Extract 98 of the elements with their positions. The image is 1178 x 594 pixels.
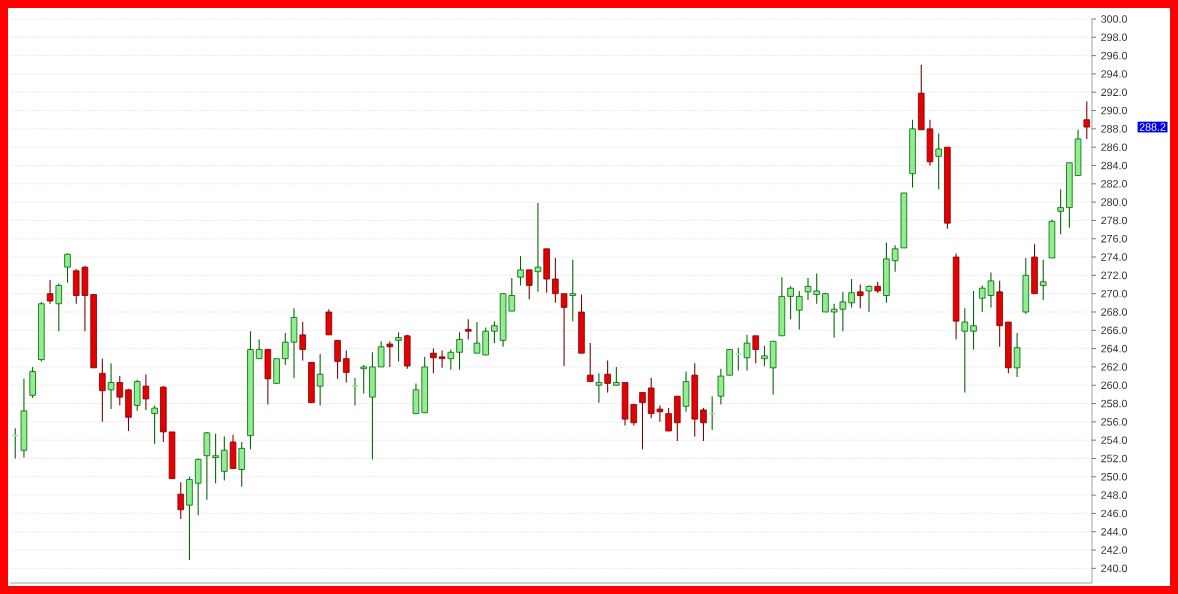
y-tick-label: 250.0 [1101, 473, 1127, 481]
candlestick [639, 392, 646, 450]
y-tick-label: 272.0 [1101, 271, 1127, 280]
y-tick-label: 276.0 [1101, 234, 1127, 243]
candlestick [552, 257, 559, 304]
candlestick [299, 321, 306, 362]
candlestick [734, 347, 742, 372]
y-tick-label: 288.0 [1101, 125, 1127, 133]
y-tick-label: 282.0 [1101, 180, 1127, 188]
y-tick-label: 270.0 [1101, 289, 1127, 298]
candlestick [351, 377, 359, 406]
candlestick [203, 431, 211, 501]
candlestick [700, 407, 707, 442]
candlestick [482, 327, 489, 356]
y-tick-label: 278.0 [1101, 216, 1127, 225]
y-tick-label: 244.0 [1101, 527, 1127, 536]
candlestick [395, 331, 402, 362]
candlestick [665, 407, 672, 432]
candlestick [613, 366, 620, 386]
candlestick [46, 279, 54, 305]
candlestick [569, 259, 577, 322]
y-tick-label: 242.0 [1101, 546, 1127, 554]
y-tick-label: 256.0 [1101, 418, 1127, 426]
candlestick [1013, 332, 1021, 378]
candlestick [1039, 259, 1047, 301]
candlestick [586, 342, 594, 383]
y-tick-label: 248.0 [1101, 491, 1127, 499]
y-tick-label: 266.0 [1101, 326, 1127, 335]
candlestick [212, 433, 219, 484]
candlestick [848, 278, 855, 308]
candlestick [604, 359, 611, 394]
candlestick [464, 318, 472, 340]
y-tick-label: 284.0 [1101, 161, 1127, 170]
candlestick [961, 307, 969, 394]
candlestick [525, 269, 533, 300]
candlestick [194, 457, 202, 516]
candlestick [177, 481, 185, 520]
candlestick [752, 335, 760, 364]
y-tick-label: 254.0 [1101, 436, 1127, 444]
candlestick [29, 366, 36, 399]
candlestick [865, 284, 873, 313]
candlestick [1057, 188, 1064, 235]
candlestick [761, 345, 768, 367]
y-tick-label: 240.0 [1101, 564, 1127, 573]
candlestick [221, 435, 228, 481]
candlestick [857, 283, 864, 309]
candlestick [935, 132, 942, 190]
y-tick-label: 294.0 [1101, 70, 1127, 78]
y-tick-label: 252.0 [1101, 454, 1127, 463]
candlestick [316, 353, 324, 406]
text: 288.2 [1139, 123, 1166, 131]
y-tick-label: 274.0 [1101, 253, 1127, 261]
candlestick [438, 349, 446, 369]
candlestick [325, 308, 333, 336]
y-tick-label: 286.0 [1101, 143, 1127, 151]
candlestick [595, 372, 603, 404]
y-tick-label: 280.0 [1101, 198, 1127, 206]
candlestick [64, 252, 71, 284]
candlestick [970, 290, 977, 351]
candlestick [796, 290, 803, 330]
y-tick-label: 298.0 [1101, 33, 1127, 42]
y-tick-label: 290.0 [1101, 106, 1127, 115]
y-tick-label: 258.0 [1101, 399, 1127, 408]
candlestick [1083, 100, 1091, 140]
candlestick [447, 348, 455, 371]
candlestick [133, 379, 141, 412]
y-tick-label: 246.0 [1101, 509, 1127, 518]
candlestick [343, 349, 350, 384]
candlestick [517, 255, 524, 286]
candlestick [255, 338, 263, 360]
candlestick [238, 441, 246, 488]
candlestick [430, 348, 437, 374]
candlestick [377, 340, 385, 368]
y-tick-label: 260.0 [1101, 381, 1127, 390]
candlestick [456, 331, 463, 371]
y-tick-label: 262.0 [1101, 363, 1127, 371]
candlestick [116, 375, 124, 406]
y-tick-label: 264.0 [1101, 344, 1127, 353]
candlestick [99, 358, 106, 423]
candlestick [360, 364, 367, 395]
candlestick [107, 362, 115, 410]
candlestick [743, 334, 751, 372]
y-tick-label: 268.0 [1101, 308, 1127, 316]
candlestick [412, 382, 420, 415]
candlestick [473, 321, 481, 354]
candlestick [386, 340, 394, 368]
candlestick [55, 283, 63, 332]
candlestick [534, 202, 542, 293]
y-tick-label: 300.0 [1101, 15, 1127, 23]
candlestick [717, 368, 725, 405]
candlestick [560, 293, 568, 367]
candlestick [151, 404, 158, 445]
y-tick-label: 292.0 [1101, 88, 1127, 97]
y-tick-label: 296.0 [1101, 51, 1127, 60]
candlestick [142, 373, 150, 411]
candlestick [334, 339, 341, 380]
candlestick [787, 285, 794, 320]
candlestick [491, 320, 498, 344]
